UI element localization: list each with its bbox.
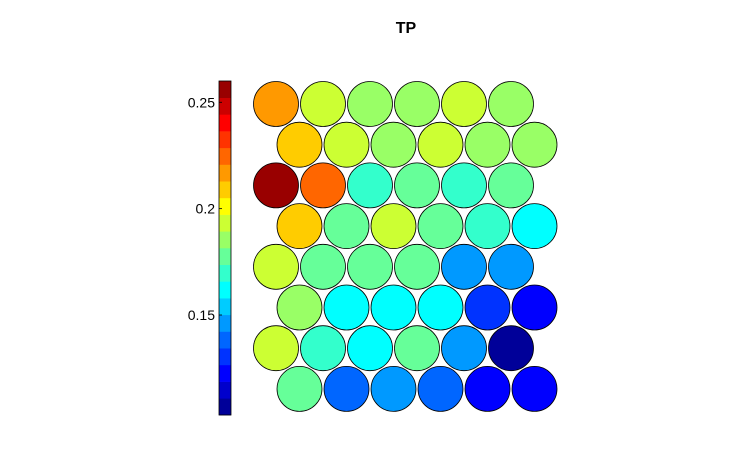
- colorbar-segment: [219, 314, 231, 332]
- som-cell: [464, 284, 511, 331]
- som-cell: [488, 81, 534, 127]
- som-cell: [441, 243, 487, 290]
- colorbar-segment: [219, 147, 231, 165]
- colorbar-segment: [219, 114, 231, 132]
- som-cell: [276, 203, 323, 250]
- som-cell: [323, 203, 370, 250]
- colorbar-segment: [219, 381, 231, 399]
- colorbar-segment: [219, 181, 231, 199]
- som-cell: [300, 243, 346, 290]
- colorbar-segment: [219, 97, 231, 115]
- som-cell: [323, 121, 370, 168]
- som-cell: [253, 81, 299, 127]
- colorbar: 0.15 0.2 0.25: [188, 80, 232, 416]
- som-cell: [347, 243, 393, 290]
- colorbar-frame: [218, 80, 232, 416]
- colorbar-segment: [219, 231, 231, 249]
- som-cell: [511, 284, 558, 331]
- som-cell: [370, 284, 417, 331]
- som-cell: [253, 325, 299, 372]
- som-cell: [464, 203, 511, 250]
- som-cell: [394, 243, 440, 290]
- som-cell: [300, 81, 346, 127]
- som-cell: [488, 325, 534, 372]
- colorbar-segment: [219, 131, 231, 149]
- som-cell: [441, 325, 487, 372]
- som-cell: [347, 162, 393, 209]
- som-cell: [511, 365, 558, 412]
- som-cell: [417, 121, 464, 168]
- som-cell: [276, 121, 323, 168]
- som-cell: [417, 284, 464, 331]
- som-cell: [441, 162, 487, 209]
- som-cell: [511, 121, 558, 168]
- som-cell: [300, 325, 346, 372]
- som-cell: [441, 81, 487, 127]
- colorbar-segment: [219, 398, 231, 416]
- som-cell: [488, 162, 534, 209]
- som-cell: [394, 325, 440, 372]
- colorbar-tick-label: 0.25: [188, 94, 215, 110]
- chart-title: TP: [396, 20, 417, 37]
- colorbar-segment: [219, 164, 231, 182]
- colorbar-segment: [219, 281, 231, 299]
- colorbar-segment: [219, 81, 231, 98]
- colorbar-segment: [219, 331, 231, 349]
- som-cell: [464, 365, 511, 412]
- som-cell: [370, 365, 417, 412]
- som-cell: [464, 121, 511, 168]
- som-cell: [253, 162, 299, 209]
- som-cell: [276, 365, 323, 412]
- som-cell: [417, 365, 464, 412]
- som-cell: [347, 81, 393, 127]
- som-cell: [417, 203, 464, 250]
- som-cell: [253, 243, 299, 290]
- colorbar-segment: [219, 298, 231, 316]
- som-cell: [394, 81, 440, 127]
- colorbar-segment: [219, 197, 231, 215]
- som-cell: [370, 121, 417, 168]
- som-cell: [370, 203, 417, 250]
- colorbar-segment: [219, 364, 231, 382]
- colorbar-segment: [219, 214, 231, 232]
- colorbar-segment: [219, 348, 231, 366]
- som-cell: [323, 284, 370, 331]
- som-cell: [323, 365, 370, 412]
- som-cell: [488, 243, 534, 290]
- som-cell: [347, 325, 393, 372]
- som-cell: [511, 203, 558, 250]
- hexagon-grid: [253, 81, 558, 412]
- colorbar-tick-label: 0.15: [188, 307, 215, 323]
- som-cell: [300, 162, 346, 209]
- som-cell: [394, 162, 440, 209]
- colorbar-segment: [219, 248, 231, 265]
- colorbar-tick-label: 0.2: [196, 201, 216, 217]
- som-cell: [276, 284, 323, 331]
- colorbar-segment: [219, 264, 231, 282]
